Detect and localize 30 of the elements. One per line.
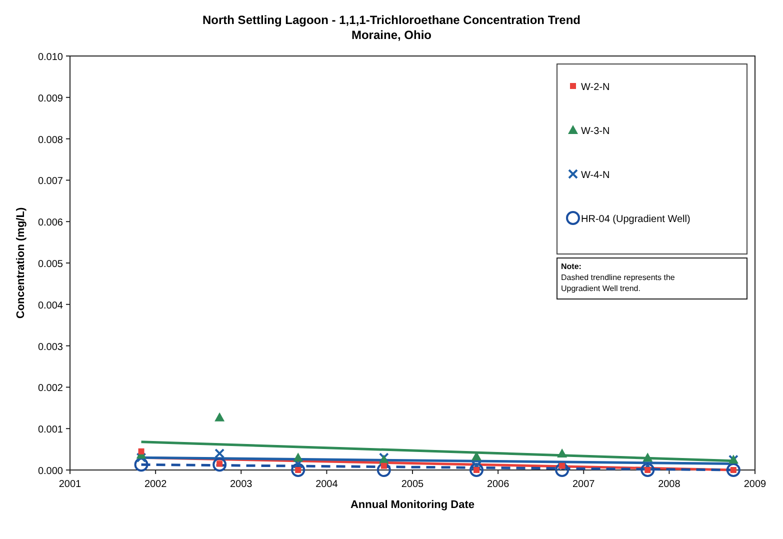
legend-label: W-4-N [581,170,610,181]
annotation: Note: Dashed trendline represents the Upgradient Well trend. [561,262,676,293]
y-tick-label: 0.002 [38,383,64,394]
x-axis-title: Annual Monitoring Date [350,499,475,511]
x-tick-label: 2004 [316,479,338,490]
y-tick-label: 0.009 [38,93,64,104]
x-tick-label: 2008 [658,479,681,490]
legend-label: HR-04 (Upgradient Well) [581,214,690,225]
y-tick-label: 0.003 [38,342,64,353]
y-tick-label: 0.006 [38,218,64,229]
x-tick-label: 2009 [744,479,767,490]
y-tick-label: 0.004 [38,300,64,312]
y-tick-label: 0.010 [38,52,64,63]
x-tick-label: 2001 [58,479,82,490]
chart-title: North Settling Lagoon - 1,1,1-Trichloroethane Concentration Trend [202,13,581,27]
y-tick-label: 0.007 [38,176,64,188]
y-tick-label: 0.000 [38,466,64,477]
y-axis-title: Concentration (mg/L) [15,207,27,319]
x-tick-label: 2006 [486,479,510,490]
x-tick-label: 2007 [572,479,596,490]
y-tick-label: 0.008 [38,134,64,146]
x-tick-label: 2002 [144,479,168,490]
x-tick-label: 2005 [401,479,424,490]
chart-subtitle: Moraine, Ohio [351,28,432,42]
y-tick-label: 0.001 [38,424,64,436]
x-tick-label: 2003 [230,479,253,490]
y-tick-label: 0.005 [38,259,64,270]
note-box: Note: Dashed trendline represents the Upgradient Well trend. [556,258,748,300]
legend-label: W-2-N [581,82,610,93]
legend-label: W-3-N [581,126,610,137]
